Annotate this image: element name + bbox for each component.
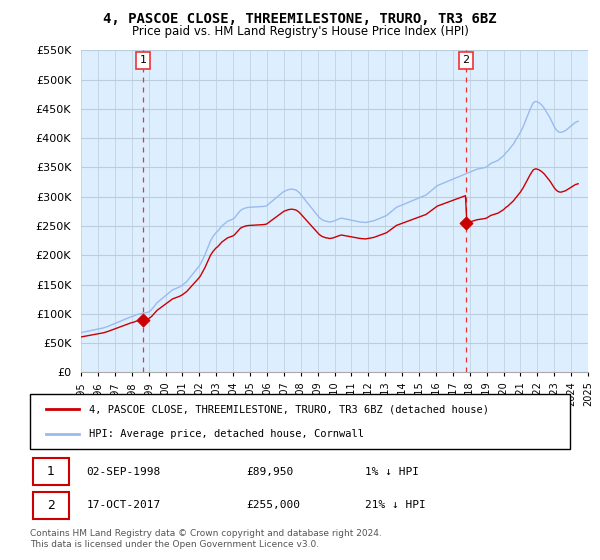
FancyBboxPatch shape <box>33 458 70 486</box>
Text: 1: 1 <box>140 55 146 66</box>
Text: 4, PASCOE CLOSE, THREEMILESTONE, TRURO, TR3 6BZ (detached house): 4, PASCOE CLOSE, THREEMILESTONE, TRURO, … <box>89 404 490 414</box>
Text: 2: 2 <box>463 55 470 66</box>
Text: HPI: Average price, detached house, Cornwall: HPI: Average price, detached house, Corn… <box>89 430 364 439</box>
FancyBboxPatch shape <box>30 394 570 449</box>
Text: 4, PASCOE CLOSE, THREEMILESTONE, TRURO, TR3 6BZ: 4, PASCOE CLOSE, THREEMILESTONE, TRURO, … <box>103 12 497 26</box>
Text: Contains HM Land Registry data © Crown copyright and database right 2024.
This d: Contains HM Land Registry data © Crown c… <box>30 529 382 549</box>
Point <box>138 315 148 324</box>
Text: 21% ↓ HPI: 21% ↓ HPI <box>365 501 425 510</box>
Text: 1% ↓ HPI: 1% ↓ HPI <box>365 466 419 477</box>
Text: 1: 1 <box>47 465 55 478</box>
Text: Price paid vs. HM Land Registry's House Price Index (HPI): Price paid vs. HM Land Registry's House … <box>131 25 469 38</box>
Text: £89,950: £89,950 <box>246 466 293 477</box>
Text: 02-SEP-1998: 02-SEP-1998 <box>86 466 161 477</box>
Text: 17-OCT-2017: 17-OCT-2017 <box>86 501 161 510</box>
FancyBboxPatch shape <box>33 492 70 519</box>
Point <box>461 218 471 227</box>
Text: 2: 2 <box>47 499 55 512</box>
Text: £255,000: £255,000 <box>246 501 300 510</box>
